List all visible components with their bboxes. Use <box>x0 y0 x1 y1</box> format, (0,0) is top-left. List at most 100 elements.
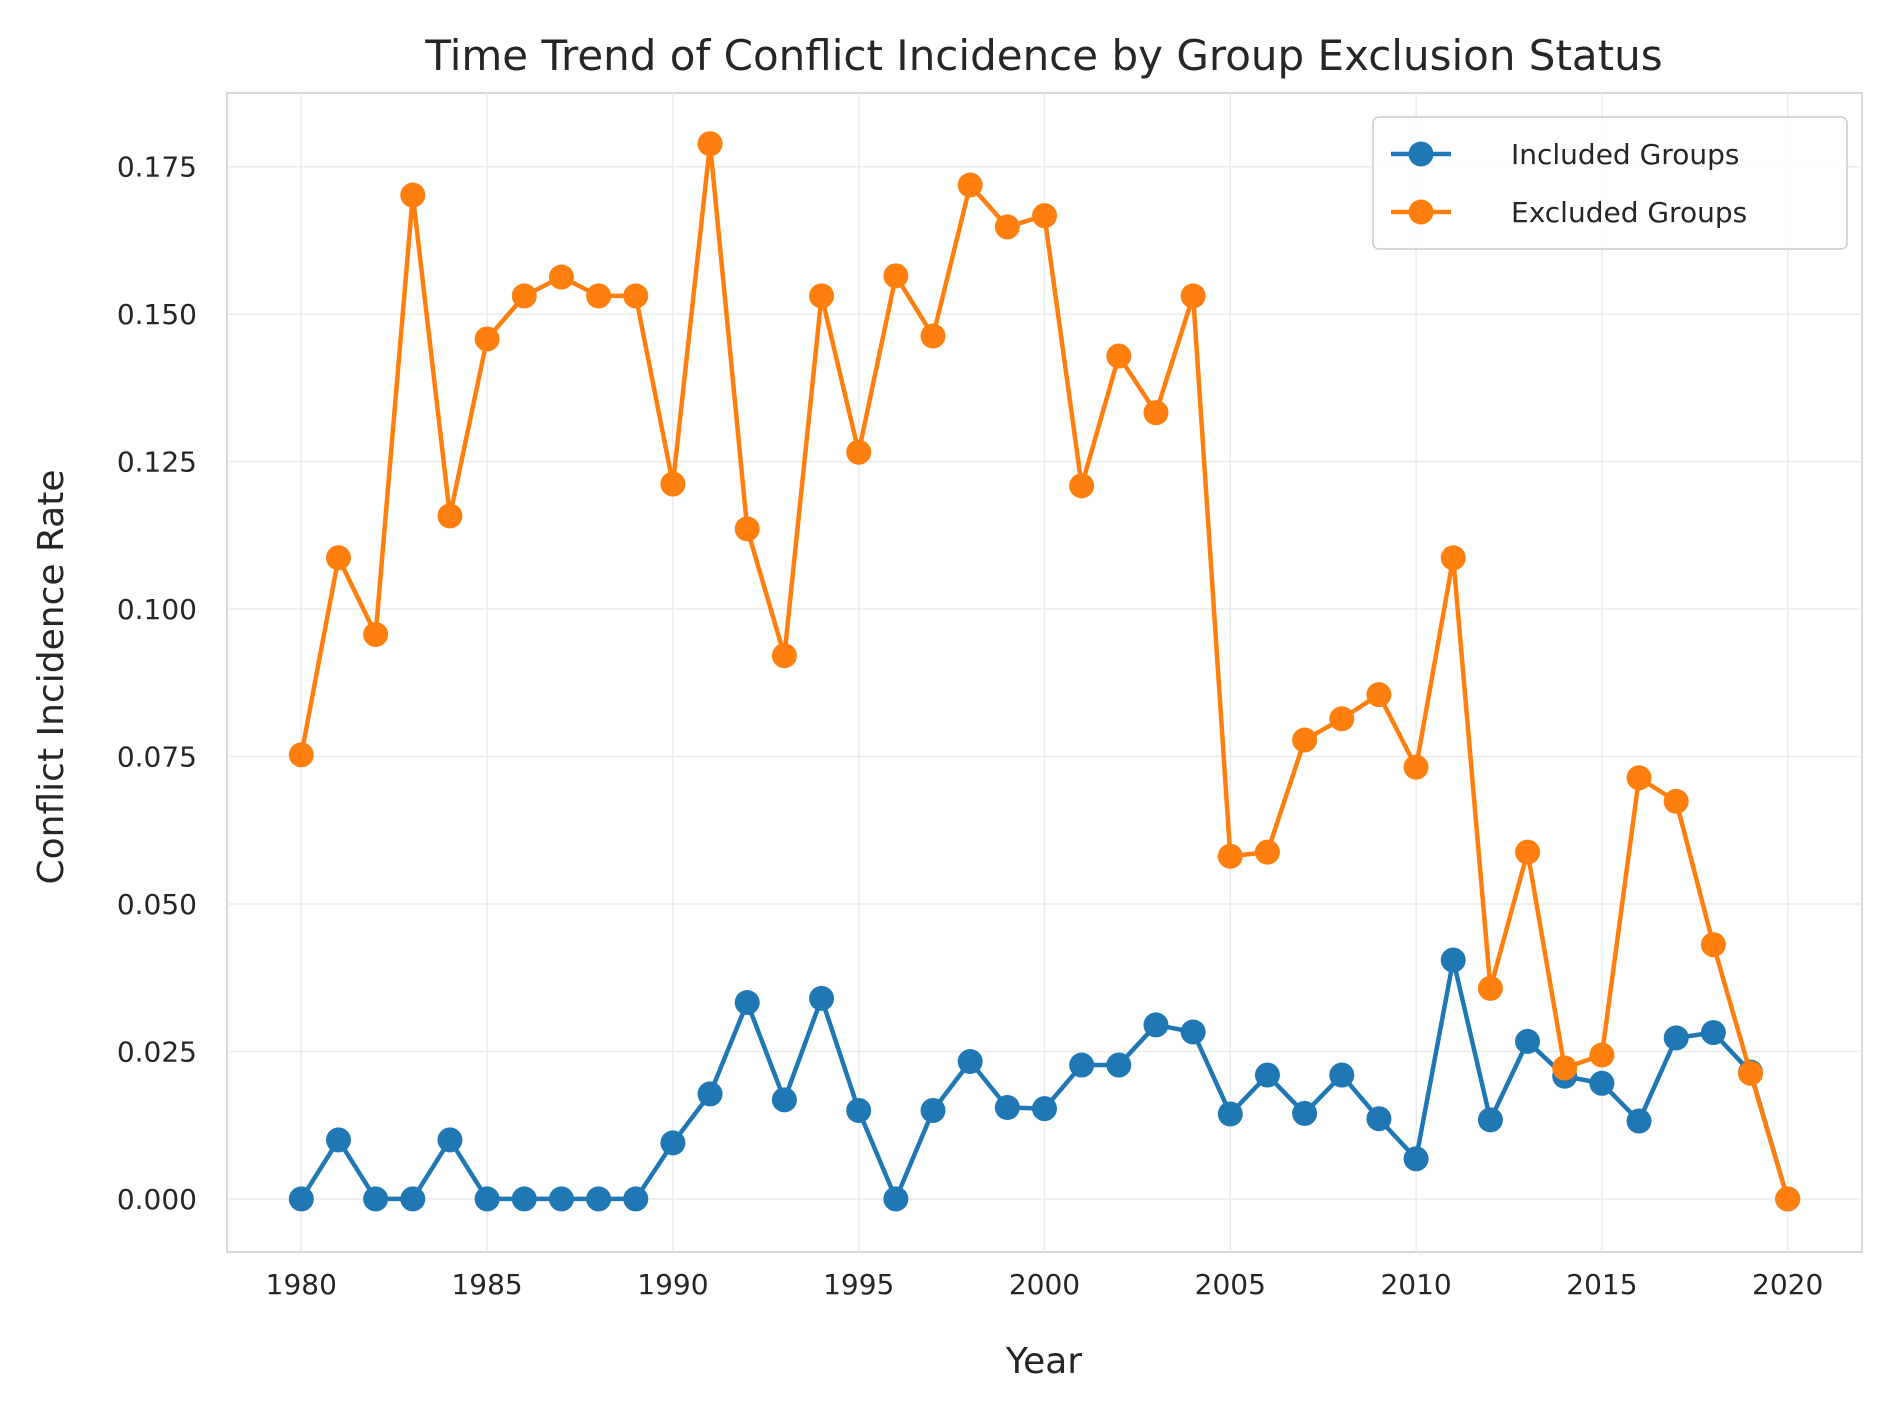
data-point <box>1366 682 1392 708</box>
data-point <box>288 1186 314 1212</box>
y-tick-label: 0.000 <box>117 1183 197 1216</box>
series-layer <box>288 131 1801 1212</box>
x-tick-label: 1985 <box>451 1268 522 1301</box>
data-point <box>1663 788 1689 814</box>
y-tick-label: 0.075 <box>117 741 197 774</box>
chart-title: Time Trend of Conflict Incidence by Grou… <box>424 31 1662 80</box>
data-point <box>771 1087 797 1113</box>
y-tick-label: 0.175 <box>117 151 197 184</box>
data-point <box>1515 839 1541 865</box>
data-point <box>586 1186 612 1212</box>
x-tick-label: 2020 <box>1752 1268 1823 1301</box>
legend: Included Groups Excluded Groups <box>1372 116 1848 250</box>
data-point <box>734 990 760 1016</box>
data-point <box>1440 545 1466 571</box>
data-point <box>1217 1101 1243 1127</box>
x-tick-label: 2005 <box>1195 1268 1266 1301</box>
legend-marker <box>1408 199 1434 225</box>
legend-label: Excluded Groups <box>1511 196 1747 229</box>
x-tick-label: 2015 <box>1566 1268 1637 1301</box>
y-tick-label: 0.150 <box>117 298 197 331</box>
data-point <box>1143 1012 1169 1038</box>
x-tick-label: 2010 <box>1380 1268 1451 1301</box>
data-point <box>325 1127 351 1153</box>
data-point <box>1254 839 1280 865</box>
data-point <box>809 985 835 1011</box>
legend-item: Included Groups <box>1391 138 1739 171</box>
data-point <box>883 1186 909 1212</box>
data-point <box>1515 1028 1541 1054</box>
data-point <box>325 545 351 571</box>
data-point <box>809 283 835 309</box>
data-point <box>586 283 612 309</box>
data-point <box>1589 1070 1615 1096</box>
data-point <box>474 1186 500 1212</box>
data-point <box>1032 1096 1057 1122</box>
data-point <box>957 172 983 198</box>
data-point <box>1589 1042 1615 1068</box>
legend-box <box>1372 116 1848 250</box>
y-axis-ticks: 0.000 0.025 0.050 0.075 0.100 0.125 0.150 0.175 <box>117 151 197 1216</box>
data-point <box>437 1127 463 1153</box>
data-point <box>623 1186 649 1212</box>
data-point <box>697 1081 723 1107</box>
data-point <box>623 283 649 309</box>
data-point <box>734 516 760 542</box>
data-point <box>920 323 946 349</box>
data-point <box>1700 1020 1726 1046</box>
data-point <box>400 1186 426 1212</box>
data-point <box>1403 754 1429 780</box>
x-tick-label: 1995 <box>823 1268 894 1301</box>
data-point <box>1180 1019 1206 1045</box>
data-point <box>994 214 1020 240</box>
data-point <box>846 1097 872 1123</box>
data-point <box>883 263 909 289</box>
data-point <box>1069 1052 1095 1078</box>
data-point <box>1700 932 1726 958</box>
data-point <box>1106 343 1132 369</box>
y-tick-label: 0.025 <box>117 1035 197 1068</box>
data-point <box>1292 1100 1318 1126</box>
data-point <box>511 1186 537 1212</box>
data-point <box>1440 947 1466 973</box>
data-point <box>1775 1186 1801 1212</box>
data-point <box>1477 975 1503 1001</box>
x-tick-label: 1980 <box>266 1268 337 1301</box>
y-axis-label: Conflict Incidence Rate <box>31 470 72 885</box>
x-tick-label: 1990 <box>637 1268 708 1301</box>
x-axis-ticks: 1980 1985 1990 1995 2000 2005 2010 2015 2020 <box>266 1268 1824 1301</box>
data-point <box>1477 1107 1503 1133</box>
y-tick-label: 0.125 <box>117 446 197 479</box>
data-point <box>1069 473 1095 499</box>
series-0 <box>288 947 1801 1212</box>
data-point <box>1738 1060 1764 1086</box>
data-point <box>660 1130 686 1156</box>
data-point <box>1626 1108 1652 1134</box>
x-tick-label: 2000 <box>1009 1268 1080 1301</box>
legend-marker <box>1408 141 1434 167</box>
data-point <box>697 131 723 157</box>
data-point <box>1552 1055 1578 1081</box>
data-point <box>437 503 463 529</box>
x-axis-label: Year <box>1005 1341 1082 1382</box>
data-point <box>1143 400 1169 426</box>
data-point <box>771 643 797 669</box>
data-point <box>288 742 314 768</box>
data-point <box>363 621 389 647</box>
data-point <box>548 264 574 290</box>
legend-item: Excluded Groups <box>1391 196 1747 229</box>
data-point <box>920 1097 946 1123</box>
data-point <box>994 1094 1020 1120</box>
data-point <box>846 439 872 465</box>
y-tick-label: 0.050 <box>117 888 197 921</box>
legend-label: Included Groups <box>1511 138 1739 171</box>
data-point <box>1254 1062 1280 1088</box>
data-point <box>1329 706 1355 732</box>
data-point <box>1180 283 1206 309</box>
data-point <box>400 182 426 208</box>
data-point <box>1403 1146 1429 1172</box>
data-point <box>1106 1052 1132 1078</box>
data-point <box>1217 843 1243 869</box>
data-point <box>1292 727 1318 753</box>
